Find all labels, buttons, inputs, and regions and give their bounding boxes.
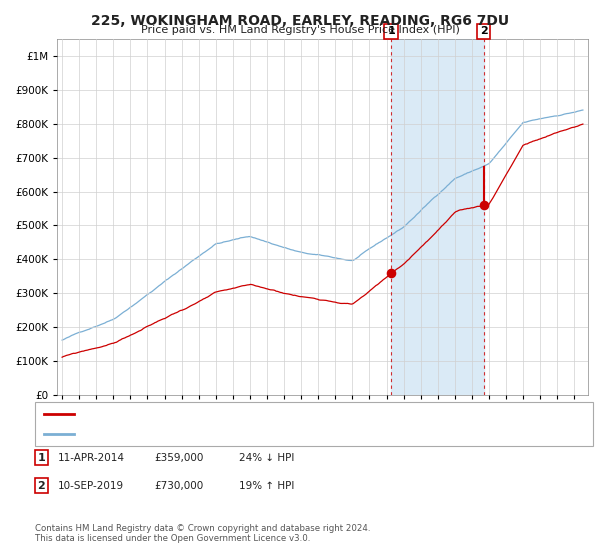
Text: 1: 1 bbox=[38, 452, 45, 463]
Text: 19% ↑ HPI: 19% ↑ HPI bbox=[239, 480, 294, 491]
Text: Price paid vs. HM Land Registry's House Price Index (HPI): Price paid vs. HM Land Registry's House … bbox=[140, 25, 460, 35]
Text: 225, WOKINGHAM ROAD, EARLEY, READING, RG6 7DU: 225, WOKINGHAM ROAD, EARLEY, READING, RG… bbox=[91, 14, 509, 28]
Bar bbox=[391, 39, 484, 395]
Text: 2: 2 bbox=[480, 26, 488, 36]
Text: £359,000: £359,000 bbox=[155, 452, 204, 463]
Text: 10-SEP-2019: 10-SEP-2019 bbox=[58, 480, 124, 491]
Text: Contains HM Land Registry data © Crown copyright and database right 2024.
This d: Contains HM Land Registry data © Crown c… bbox=[35, 524, 370, 543]
Text: 225, WOKINGHAM ROAD, EARLEY, READING, RG6 7DU (detached house): 225, WOKINGHAM ROAD, EARLEY, READING, RG… bbox=[80, 409, 435, 419]
Text: £730,000: £730,000 bbox=[155, 480, 204, 491]
Point bbox=[479, 201, 488, 210]
Point bbox=[386, 269, 396, 278]
Text: 24% ↓ HPI: 24% ↓ HPI bbox=[239, 452, 294, 463]
Text: 1: 1 bbox=[387, 26, 395, 36]
Text: 2: 2 bbox=[38, 480, 45, 491]
Text: 11-APR-2014: 11-APR-2014 bbox=[58, 452, 125, 463]
Text: HPI: Average price, detached house, Wokingham: HPI: Average price, detached house, Woki… bbox=[80, 429, 318, 439]
